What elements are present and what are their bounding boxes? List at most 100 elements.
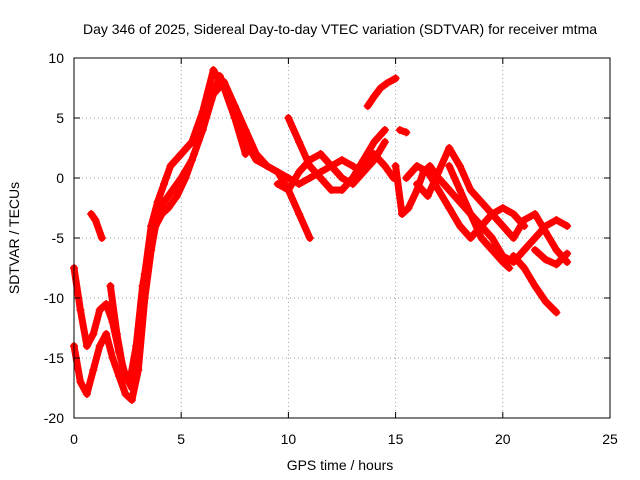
data-point xyxy=(563,258,572,266)
chart-title: Day 346 of 2025, Sidereal Day-to-day VTE… xyxy=(83,21,597,37)
data-point xyxy=(241,150,250,158)
data-point xyxy=(157,210,166,218)
data-point xyxy=(125,378,134,386)
data-point xyxy=(455,222,464,230)
data-point xyxy=(338,174,346,182)
series-group xyxy=(363,74,400,110)
data-point xyxy=(376,84,385,92)
data-point xyxy=(181,174,190,182)
data-point xyxy=(541,255,550,264)
data-point xyxy=(425,162,434,170)
y-tick-label: -15 xyxy=(44,350,64,366)
data-point xyxy=(488,246,497,254)
data-point xyxy=(132,342,141,350)
data-point xyxy=(488,234,497,242)
y-axis-label: SDTVAR / TECUs xyxy=(6,182,22,294)
data-point xyxy=(391,74,400,83)
data-point xyxy=(295,168,304,176)
data-point xyxy=(82,390,91,398)
data-point xyxy=(402,174,411,182)
data-point xyxy=(209,66,218,74)
data-point xyxy=(295,210,304,218)
series-group xyxy=(87,210,106,242)
data-point xyxy=(102,300,111,308)
y-tick-label: -10 xyxy=(44,290,64,306)
data-point xyxy=(466,210,475,218)
data-point xyxy=(413,180,422,188)
data-point xyxy=(76,378,85,386)
data-point xyxy=(160,198,169,206)
data-point xyxy=(455,186,464,194)
data-point xyxy=(121,390,130,398)
data-point xyxy=(327,186,336,194)
data-point xyxy=(509,234,518,242)
series-group xyxy=(395,126,411,137)
data-point xyxy=(95,342,104,350)
data-point xyxy=(102,330,111,338)
data-point xyxy=(82,342,91,350)
data-point xyxy=(552,260,561,269)
data-point xyxy=(466,234,475,242)
y-tick-label: 5 xyxy=(56,110,64,126)
data-point xyxy=(477,198,486,206)
data-point xyxy=(370,92,379,101)
data-point xyxy=(370,150,379,158)
data-point xyxy=(273,180,282,188)
data-point xyxy=(541,228,550,236)
data-point xyxy=(284,114,293,122)
data-point xyxy=(295,138,304,146)
data-point xyxy=(166,162,175,170)
data-point xyxy=(338,186,346,194)
data-point xyxy=(563,249,572,258)
series-trace xyxy=(531,246,571,268)
y-tick-label: -5 xyxy=(52,230,65,246)
data-point xyxy=(505,264,514,272)
data-point xyxy=(119,366,128,374)
data-point xyxy=(252,156,261,164)
data-point xyxy=(370,138,379,146)
x-axis-label: GPS time / hours xyxy=(287,457,394,473)
data-point xyxy=(404,204,413,212)
data-point xyxy=(97,234,106,242)
data-point xyxy=(363,102,372,110)
data-point xyxy=(398,210,407,218)
series-trace xyxy=(284,114,389,194)
data-point xyxy=(530,234,539,242)
data-point xyxy=(509,210,518,218)
y-tick-label: -20 xyxy=(44,410,64,426)
data-point xyxy=(348,180,357,188)
data-point xyxy=(498,222,507,230)
data-point xyxy=(402,128,411,137)
data-point xyxy=(91,216,100,224)
data-point xyxy=(108,354,117,362)
data-point xyxy=(305,234,314,242)
data-point xyxy=(563,222,572,230)
data-point xyxy=(305,156,314,164)
y-tick-label: 10 xyxy=(48,50,64,66)
axis-ticks: 0 5 10 15 20 25 -20 -15 -10 -5 0 5 10 xyxy=(44,50,618,447)
y-tick-label: 0 xyxy=(56,170,64,186)
data-point xyxy=(207,96,216,104)
data-point xyxy=(160,180,169,188)
x-tick-label: 10 xyxy=(281,431,297,447)
data-point xyxy=(273,168,282,176)
data-point xyxy=(520,216,529,224)
data-point xyxy=(89,366,98,374)
data-point xyxy=(380,126,389,134)
series-group xyxy=(273,150,398,194)
data-point xyxy=(112,330,121,338)
data-point xyxy=(327,162,336,170)
data-point xyxy=(87,210,96,218)
x-tick-label: 5 xyxy=(177,431,185,447)
data-point xyxy=(520,246,529,254)
data-point xyxy=(445,204,454,212)
data-point xyxy=(383,79,392,88)
data-point xyxy=(295,180,304,188)
data-point xyxy=(284,174,293,182)
data-point xyxy=(232,114,241,122)
data-point xyxy=(187,138,196,146)
series-group xyxy=(445,162,514,272)
data-point xyxy=(241,138,250,146)
data-point xyxy=(423,168,432,176)
